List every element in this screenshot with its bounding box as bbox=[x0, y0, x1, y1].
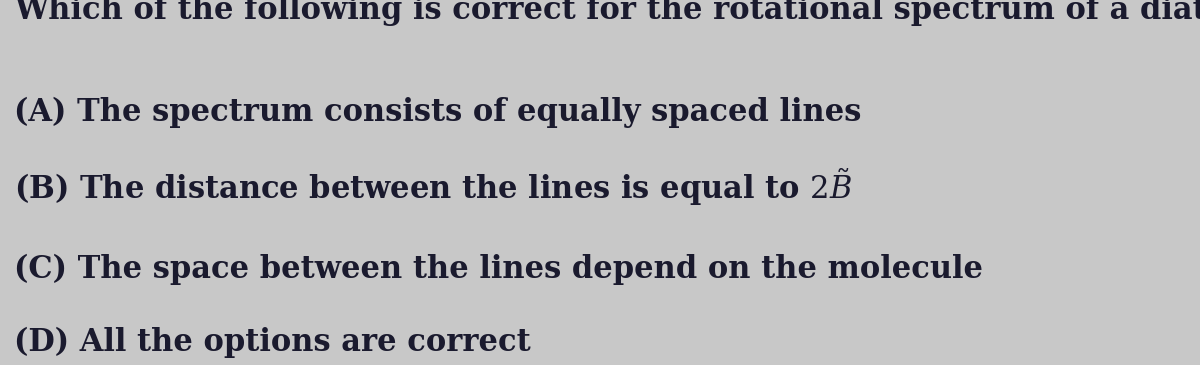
Text: (D) All the options are correct: (D) All the options are correct bbox=[14, 326, 532, 358]
Text: (B) The distance between the lines is equal to $2\tilde{B}$: (B) The distance between the lines is eq… bbox=[14, 166, 852, 208]
Text: (A) The spectrum consists of equally spaced lines: (A) The spectrum consists of equally spa… bbox=[14, 96, 862, 128]
Text: Which of the following is correct for the rotational spectrum of a diatomic mole: Which of the following is correct for th… bbox=[14, 0, 1200, 26]
Text: (C) The space between the lines depend on the molecule: (C) The space between the lines depend o… bbox=[14, 253, 984, 285]
